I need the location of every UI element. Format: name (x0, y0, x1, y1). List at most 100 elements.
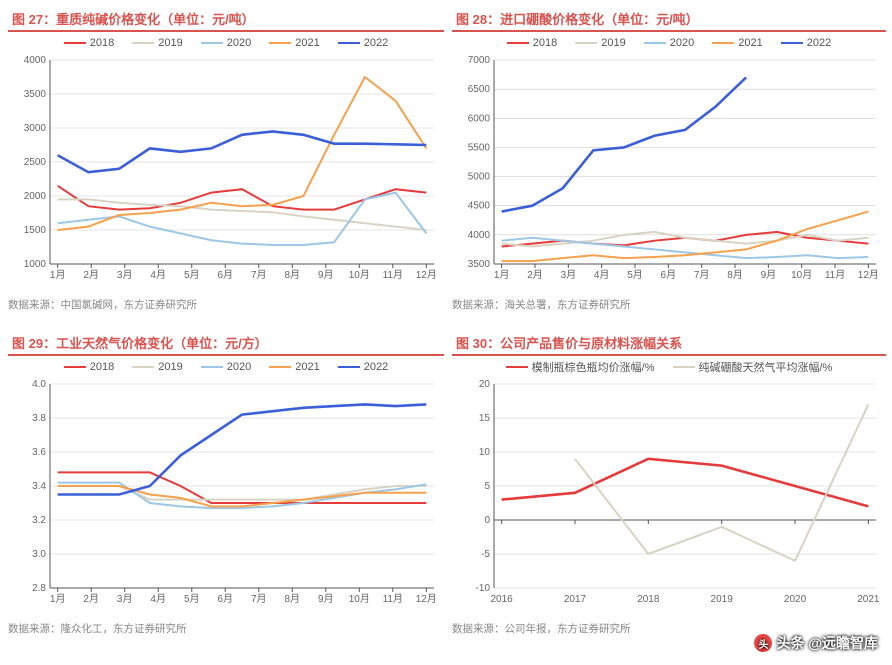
series-line-2019 (58, 199, 427, 230)
legend-item: 2019 (132, 361, 182, 373)
svg-text:-10: -10 (476, 583, 491, 594)
svg-text:5月: 5月 (184, 269, 200, 281)
legend-swatch (201, 366, 223, 369)
legend-swatch (644, 42, 666, 45)
legend-label: 2018 (533, 37, 557, 49)
svg-text:2月: 2月 (527, 269, 543, 281)
legend-label: 2022 (364, 37, 388, 49)
svg-text:4月: 4月 (150, 269, 166, 281)
svg-text:9月: 9月 (761, 269, 777, 281)
legend-item: 2018 (64, 361, 114, 373)
chart-plot: -10-505101520201620172018201920202021 (452, 378, 886, 610)
legend-swatch (712, 42, 734, 45)
svg-text:1月: 1月 (494, 269, 510, 281)
svg-text:15: 15 (479, 413, 491, 424)
legend-swatch (673, 366, 695, 369)
chart-source: 数据来源：隆众化工，东方证券研究所 (8, 615, 444, 636)
legend-label: 2018 (90, 361, 114, 373)
svg-text:3.6: 3.6 (32, 447, 46, 458)
svg-text:2020: 2020 (784, 594, 807, 605)
svg-text:10月: 10月 (349, 269, 370, 281)
svg-text:5月: 5月 (627, 269, 643, 281)
chart-legend: 20182019202020212022 (452, 32, 886, 54)
svg-text:3月: 3月 (561, 269, 577, 281)
svg-text:6月: 6月 (661, 269, 677, 281)
svg-text:2月: 2月 (83, 593, 99, 605)
svg-text:7月: 7月 (251, 269, 267, 281)
chart-source: 数据来源：海关总署，东方证券研究所 (452, 291, 886, 312)
svg-text:4500: 4500 (468, 201, 491, 212)
svg-text:6月: 6月 (217, 593, 233, 605)
legend-label: 2019 (158, 37, 182, 49)
chart-plot: 2.83.03.23.43.63.84.01月2月3月4月5月6月7月8月9月1… (8, 378, 444, 610)
legend-label: 2020 (227, 361, 251, 373)
legend-item: 2021 (269, 361, 319, 373)
legend-item: 2018 (507, 37, 557, 49)
legend-item: 2020 (644, 37, 694, 49)
legend-item: 2021 (269, 37, 319, 49)
chart-panel-c30: 图 30：公司产品售价与原材料涨幅关系模制瓶棕色瓶均价涨幅/% 纯碱硼酸天然气平均… (452, 330, 886, 630)
svg-text:4000: 4000 (468, 230, 491, 241)
svg-text:8月: 8月 (727, 269, 743, 281)
legend-item: 模制瓶棕色瓶均价涨幅/% (506, 359, 655, 375)
series-line-series_b (575, 404, 868, 560)
svg-text:2019: 2019 (711, 594, 734, 605)
series-line-2021 (58, 77, 427, 230)
legend-swatch (201, 42, 223, 45)
svg-text:11月: 11月 (383, 593, 403, 605)
chart-legend: 2018 2019 2020 2021 2022 (8, 32, 444, 54)
legend-item: 纯碱硼酸天然气平均涨幅/% (673, 359, 833, 375)
svg-text:12月: 12月 (416, 269, 437, 281)
svg-text:-5: -5 (481, 549, 490, 560)
svg-text:7月: 7月 (694, 269, 710, 281)
svg-text:3.0: 3.0 (32, 549, 46, 560)
svg-text:5月: 5月 (184, 593, 200, 605)
legend-swatch (132, 366, 154, 369)
legend-label: 2022 (807, 37, 831, 49)
legend-swatch (575, 42, 597, 45)
chart-title: 图 30：公司产品售价与原材料涨幅关系 (452, 333, 682, 352)
legend-label: 2021 (295, 37, 319, 49)
svg-text:7000: 7000 (468, 55, 491, 66)
chart-source: 数据来源：中国氯碱网，东方证券研究所 (8, 291, 444, 312)
chart-title: 图 29：工业天然气价格变化（单位：元/方） (8, 333, 268, 352)
legend-label: 2020 (227, 37, 251, 49)
legend-item: 2022 (781, 37, 831, 49)
legend-swatch (64, 366, 86, 369)
svg-text:10月: 10月 (349, 593, 370, 605)
series-line-2018 (58, 472, 427, 503)
chart-legend: 模制瓶棕色瓶均价涨幅/% 纯碱硼酸天然气平均涨幅/% (452, 356, 886, 378)
chart-title: 图 28：进口硼酸价格变化（单位：元/吨） (452, 9, 699, 28)
legend-label: 纯碱硼酸天然气平均涨幅/% (699, 359, 833, 375)
svg-text:2000: 2000 (24, 191, 47, 202)
svg-text:1月: 1月 (50, 269, 66, 281)
svg-text:6000: 6000 (468, 113, 491, 124)
svg-text:6500: 6500 (468, 84, 491, 95)
svg-text:4000: 4000 (24, 55, 47, 66)
chart-panel-c28: 图 28：进口硼酸价格变化（单位：元/吨）2018201920202021202… (452, 6, 886, 306)
svg-text:8月: 8月 (284, 269, 300, 281)
legend-swatch (506, 366, 528, 369)
svg-text:3500: 3500 (468, 259, 491, 270)
watermark: 头 头条 @远瞻智库 (754, 633, 878, 653)
legend-label: 2021 (295, 361, 319, 373)
chart-panel-c29: 图 29：工业天然气价格变化（单位：元/方）201820192020202120… (8, 330, 444, 630)
svg-text:3500: 3500 (24, 89, 47, 100)
svg-text:3.2: 3.2 (32, 515, 46, 526)
svg-text:20: 20 (479, 379, 491, 390)
chart-title: 图 27：重质纯碱价格变化（单位：元/吨） (8, 9, 255, 28)
svg-text:3月: 3月 (117, 593, 133, 605)
svg-text:3.4: 3.4 (32, 481, 46, 492)
svg-text:4月: 4月 (150, 593, 166, 605)
chart-plot: 10001500200025003000350040001月2月3月4月5月6月… (8, 54, 444, 286)
svg-text:2016: 2016 (491, 594, 514, 605)
svg-text:1000: 1000 (24, 259, 47, 270)
legend-label: 2018 (90, 37, 114, 49)
svg-text:11月: 11月 (383, 269, 403, 281)
watermark-text: 头条 @远瞻智库 (776, 633, 878, 653)
legend-item: 2019 (575, 37, 625, 49)
svg-text:3月: 3月 (117, 269, 133, 281)
legend-swatch (64, 42, 86, 45)
watermark-badge: 头 (754, 634, 772, 652)
legend-label: 2020 (670, 37, 694, 49)
